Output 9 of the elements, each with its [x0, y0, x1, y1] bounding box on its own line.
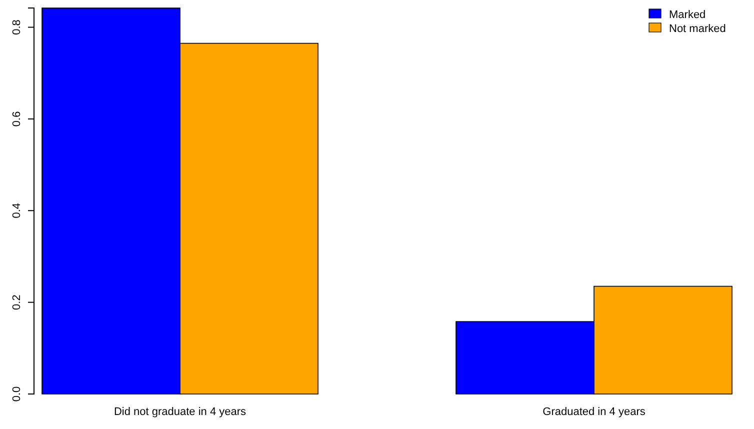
- y-tick-label: 0.0: [11, 386, 23, 402]
- legend-label: Marked: [669, 8, 706, 21]
- x-tick-label: Did not graduate in 4 years: [114, 406, 247, 418]
- x-tick-label: Graduated in 4 years: [542, 406, 646, 418]
- y-tick-label: 0.4: [11, 202, 23, 218]
- y-tick-label: 0.8: [11, 20, 23, 35]
- y-tick-label: 0.6: [11, 111, 23, 127]
- y-tick-label: 0.2: [11, 294, 23, 310]
- legend-label: Not marked: [669, 22, 726, 35]
